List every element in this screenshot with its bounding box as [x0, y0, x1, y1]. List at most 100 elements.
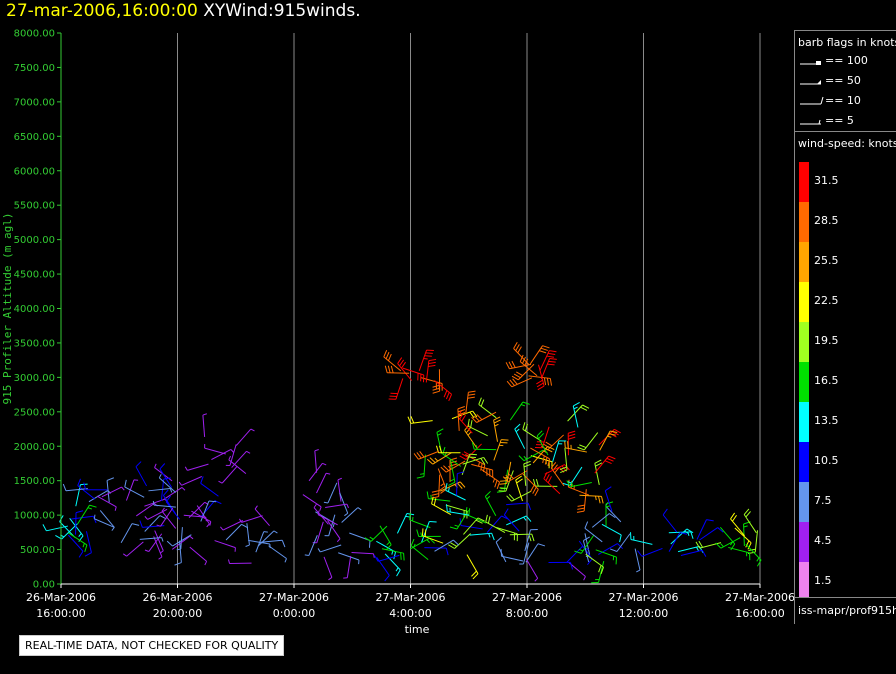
- wind-barb: [598, 543, 624, 555]
- wind-barb: [526, 559, 539, 582]
- speed-color-swatch: [799, 322, 809, 362]
- wind-barb: [388, 378, 404, 400]
- wind-barb: [471, 411, 497, 423]
- wind-barb: [200, 476, 219, 497]
- y-tick-label: 1500.00: [14, 476, 55, 487]
- wind-barbs: [42, 341, 762, 584]
- x-tick-date: 27-Mar-2006: [492, 591, 562, 604]
- wind-barb: [601, 523, 622, 543]
- wind-barb: [464, 424, 478, 449]
- barb-flag-label: == 5: [825, 114, 854, 127]
- wind-barb: [594, 459, 603, 485]
- wind-barb: [599, 430, 618, 451]
- wind-barb: [431, 496, 452, 515]
- wind-barb: [125, 479, 139, 501]
- wind-barb: [506, 502, 532, 511]
- wind-barb: [413, 450, 440, 460]
- wind-barb: [509, 533, 535, 542]
- title-name: XYWind:915winds.: [203, 1, 361, 21]
- wind-barb: [528, 375, 553, 386]
- x-tick-time: 0:00:00: [273, 607, 315, 620]
- barb-flag-legend-item: == 5: [799, 114, 854, 127]
- wind-barb: [152, 500, 176, 508]
- wind-barb: [465, 390, 476, 415]
- wind-barb: [77, 504, 97, 525]
- wind-barb: [313, 503, 329, 525]
- wind-barb: [381, 548, 405, 561]
- wind-barb: [202, 413, 207, 438]
- y-tick-label: 500.00: [20, 545, 55, 556]
- speed-bin-label: 4.5: [814, 534, 832, 547]
- wind-barb: [338, 552, 360, 565]
- wind-barb: [574, 534, 595, 554]
- wind-barb: [312, 521, 324, 544]
- speed-bin-label: 28.5: [814, 214, 839, 227]
- wind-barb: [670, 528, 694, 545]
- wind-barb: [225, 523, 249, 541]
- wind-barb: [522, 422, 542, 442]
- wind-barb: [148, 488, 173, 493]
- wind-barb: [485, 514, 506, 534]
- barb-flag-label: == 10: [825, 94, 861, 107]
- wind-barb: [174, 540, 182, 566]
- wind-barb: [530, 447, 551, 467]
- wind-barb: [88, 490, 112, 503]
- wind-barb: [541, 434, 564, 451]
- wind-barb: [524, 529, 538, 552]
- wind-barb: [567, 404, 590, 422]
- wind-barb: [448, 460, 456, 486]
- wind-barb: [426, 491, 451, 502]
- wind-barb: [532, 478, 558, 487]
- wind-barb: [634, 548, 641, 573]
- wind-barb: [189, 546, 208, 566]
- y-tick-label: 2500.00: [14, 407, 55, 418]
- wind-barb: [260, 539, 286, 548]
- wind-barb: [77, 478, 96, 500]
- wind-barb: [604, 486, 613, 512]
- wind-barb: [463, 517, 485, 535]
- wind-barb: [484, 490, 497, 517]
- wind-barb: [101, 486, 125, 498]
- wind-barb: [506, 377, 533, 388]
- wind-barb: [418, 349, 434, 371]
- speed-bin-label: 13.5: [814, 414, 839, 427]
- wind-barb: [165, 495, 180, 520]
- plot-axes: 0.00 500.00 1000.00 1500.00 2000.00 2500.00 30…: [1, 29, 795, 637]
- wind-barb: [302, 494, 322, 511]
- wind-barb: [609, 533, 631, 552]
- wind-barb: [564, 440, 587, 453]
- vertical-gridlines: [177, 33, 761, 584]
- wind-barb: [379, 525, 392, 551]
- wind-barb: [605, 502, 622, 523]
- wind-barb: [214, 540, 236, 552]
- wind-barb: [502, 470, 528, 483]
- wind-barb: [327, 520, 341, 543]
- speed-color-swatch: [799, 242, 809, 282]
- wind-barb: [505, 360, 532, 370]
- barb-flag-label: == 50: [825, 74, 861, 87]
- wind-barb: [416, 454, 426, 479]
- wind-barb: [324, 514, 336, 537]
- y-tick-label: 7500.00: [14, 63, 55, 74]
- wind-barb: [317, 510, 338, 526]
- wind-barb: [161, 507, 177, 529]
- wind-barb: [434, 539, 460, 552]
- wind-barb: [445, 483, 466, 501]
- wind-barb: [525, 543, 546, 563]
- wind-barb: [421, 520, 437, 543]
- x-tick-date: 27-Mar-2006: [376, 591, 446, 604]
- wind-barb: [493, 439, 509, 461]
- wind-barb: [576, 489, 587, 513]
- wind-barb: [308, 462, 327, 482]
- y-tick-label: 3000.00: [14, 373, 55, 384]
- speed-bin-label: 22.5: [814, 294, 839, 307]
- wind-barb: [67, 534, 84, 558]
- wind-barb: [582, 536, 590, 563]
- wind-barb: [436, 445, 461, 454]
- wind-barb: [511, 363, 535, 381]
- wind-barb: [211, 448, 235, 460]
- x-tick-date: 27-Mar-2006: [609, 591, 679, 604]
- wind-barb: [75, 483, 88, 507]
- wind-barb: [139, 537, 164, 542]
